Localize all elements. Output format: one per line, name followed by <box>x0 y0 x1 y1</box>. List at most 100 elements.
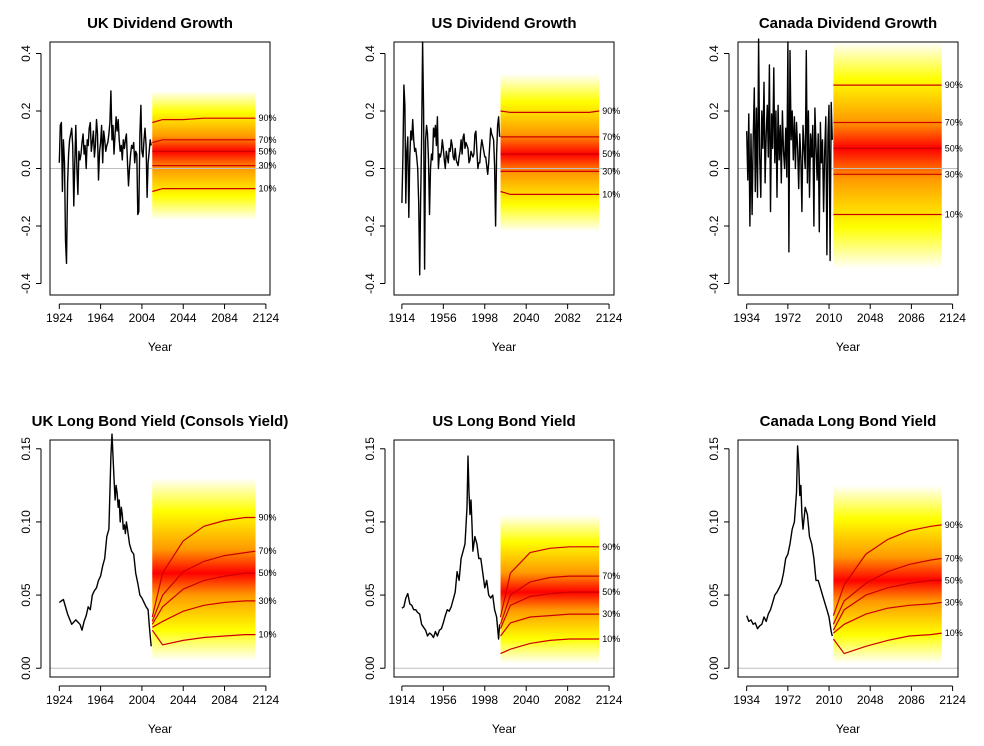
y-tick-label: -0.2 <box>363 215 377 236</box>
x-tick-label: 2084 <box>211 311 238 325</box>
plot-frame <box>737 41 959 296</box>
chart-title: US Long Bond Yield <box>432 413 575 430</box>
percentile-label-50: 50% <box>945 575 963 585</box>
percentile-label-90: 90% <box>945 80 963 90</box>
history-line <box>746 38 833 262</box>
history-line <box>58 90 152 265</box>
y-tick-label: 0.2 <box>707 102 721 119</box>
y-tick-label: 0.2 <box>19 102 33 119</box>
y-tick-label: -0.2 <box>707 215 721 236</box>
percentile-label-90: 90% <box>259 113 277 123</box>
y-tick-label: -0.4 <box>19 273 33 294</box>
x-tick-label: 1956 <box>430 693 457 707</box>
percentile-label-30: 30% <box>602 166 620 176</box>
y-tick-label: 0.05 <box>363 583 377 607</box>
y-tick-label: -0.2 <box>19 215 33 236</box>
x-tick-label: 2082 <box>554 693 581 707</box>
x-tick-label: 1924 <box>46 311 73 325</box>
chart-title: UK Long Bond Yield (Consols Yield) <box>32 413 289 430</box>
percentile-line-70 <box>151 550 256 622</box>
chart-title: Canada Long Bond Yield <box>760 413 937 430</box>
fan-band <box>152 478 256 661</box>
y-tick-label: 0.15 <box>19 437 33 461</box>
chart-panel-5: US Long Bond Yield 90% 70% 50% 30% 10% 1914 195… <box>363 413 623 736</box>
percentile-line-30 <box>833 601 942 634</box>
x-tick-label: 1924 <box>46 693 73 707</box>
percentile-label-70: 70% <box>259 135 277 145</box>
x-tick-label: 2004 <box>129 311 156 325</box>
y-tick-label: 0.10 <box>19 510 33 534</box>
x-axis-label: Year <box>492 722 516 736</box>
percentile-label-90: 90% <box>602 542 620 552</box>
percentile-label-30: 30% <box>259 596 277 606</box>
percentile-line-50 <box>832 579 942 631</box>
x-tick-label: 1956 <box>430 311 457 325</box>
fan-band <box>500 73 600 232</box>
x-tick-label: 1914 <box>389 311 416 325</box>
chart-title: UK Dividend Growth <box>87 15 233 32</box>
x-tick-label: 1964 <box>87 311 114 325</box>
chart-panel-6: Canada Long Bond Yield 90% 70% 50% 30% 10% 193… <box>707 413 966 736</box>
y-tick-label: 0.00 <box>19 656 33 680</box>
plot-frame <box>393 41 615 296</box>
x-tick-label: 2084 <box>211 693 238 707</box>
percentile-line-30 <box>500 613 600 637</box>
x-tick-label: 2124 <box>253 311 280 325</box>
y-tick-label: 0.10 <box>707 510 721 534</box>
x-axis-label: Year <box>836 340 860 354</box>
y-tick-label: 0.2 <box>363 102 377 119</box>
percentile-label-10: 10% <box>602 189 620 199</box>
percentile-label-90: 90% <box>945 520 963 530</box>
percentile-line-90 <box>151 516 256 618</box>
plot-frame <box>737 439 959 678</box>
y-tick-label: 0.0 <box>19 160 33 177</box>
chart-title: Canada Dividend Growth <box>759 15 937 32</box>
x-tick-label: 2082 <box>554 311 581 325</box>
x-tick-label: 2044 <box>170 693 197 707</box>
x-axis-label: Year <box>836 722 860 736</box>
y-tick-label: 0.00 <box>707 656 721 680</box>
percentile-label-10: 10% <box>259 630 277 640</box>
y-tick-label: -0.4 <box>363 273 377 294</box>
plot-frame <box>49 41 271 296</box>
fan-band <box>500 514 600 664</box>
percentile-label-50: 50% <box>945 143 963 153</box>
y-tick-label: 0.0 <box>707 160 721 177</box>
x-tick-label: 1964 <box>87 693 114 707</box>
y-tick-label: 0.05 <box>19 583 33 607</box>
percentile-label-30: 30% <box>945 597 963 607</box>
percentile-label-70: 70% <box>945 118 963 128</box>
x-axis-label: Year <box>148 722 172 736</box>
percentile-label-30: 30% <box>602 609 620 619</box>
x-axis-label: Year <box>492 340 516 354</box>
percentile-label-50: 50% <box>259 146 277 156</box>
chart-panel-1: UK Dividend Growth 90% 70%50% 30% 10% 1924 196… <box>19 15 280 354</box>
percentile-line-10 <box>500 190 600 195</box>
y-tick-label: 0.00 <box>363 656 377 680</box>
x-tick-label: 2040 <box>513 311 540 325</box>
y-tick-label: 0.4 <box>707 45 721 62</box>
x-tick-label: 2124 <box>253 693 280 707</box>
y-tick-label: -0.4 <box>707 273 721 294</box>
percentile-label-10: 10% <box>945 210 963 220</box>
percentile-line-10 <box>152 188 256 193</box>
history-line <box>58 433 152 647</box>
x-tick-label: 2040 <box>513 693 540 707</box>
percentile-line-50 <box>499 591 600 629</box>
x-tick-label: 2124 <box>939 311 966 325</box>
chart-panel-3: Canada Dividend Growth 90% 70% 50% 30% 10% 193… <box>707 15 966 354</box>
x-tick-label: 1998 <box>471 693 498 707</box>
y-tick-label: 0.05 <box>707 583 721 607</box>
percentile-line-90 <box>499 546 600 618</box>
percentile-line-10 <box>151 629 256 646</box>
fan-band <box>833 485 942 664</box>
x-tick-label: 2004 <box>129 693 156 707</box>
x-tick-label: 2124 <box>939 693 966 707</box>
x-tick-label: 1914 <box>389 693 416 707</box>
percentile-line-10 <box>832 632 942 655</box>
percentile-label-30: 30% <box>945 169 963 179</box>
x-tick-label: 1972 <box>775 311 802 325</box>
history-line <box>401 41 501 276</box>
percentile-line-90 <box>500 110 600 114</box>
